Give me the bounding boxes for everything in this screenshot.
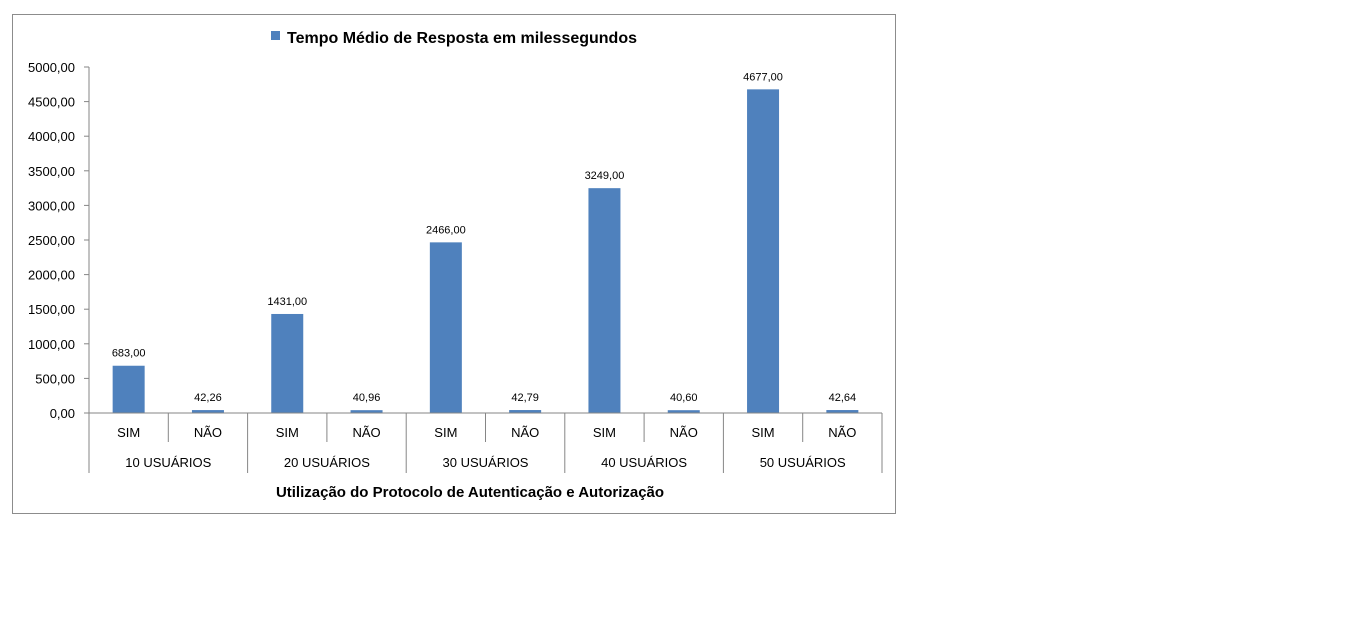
- x-tick-label: SIM: [434, 425, 457, 440]
- bar: [826, 410, 859, 413]
- x-tick-label: SIM: [751, 425, 774, 440]
- bar-chart: Tempo Médio de Resposta em milessegundos…: [28, 30, 883, 501]
- bar: [271, 313, 304, 413]
- y-tick-label: 5000,00: [28, 60, 75, 75]
- x-group-label: 30 USUÁRIOS: [443, 455, 529, 470]
- y-tick-label: 3500,00: [28, 164, 75, 179]
- legend-label: Tempo Médio de Resposta em milessegundos: [287, 30, 637, 47]
- data-label: 1431,00: [267, 296, 307, 308]
- bar: [429, 242, 462, 413]
- data-label: 4677,00: [743, 71, 783, 83]
- bar: [509, 410, 542, 413]
- data-label: 40,96: [353, 392, 381, 404]
- data-label: 40,60: [670, 392, 698, 404]
- bar: [191, 410, 224, 413]
- x-tick-label: SIM: [276, 425, 299, 440]
- x-tick-label: SIM: [593, 425, 616, 440]
- y-tick-label: 4500,00: [28, 95, 75, 110]
- x-group-label: 40 USUÁRIOS: [601, 455, 687, 470]
- x-axis: SIM NÃO SIM NÃO SIM NÃO SIM NÃO SIM NÃO 10 USUÁRIO…: [88, 412, 883, 473]
- data-label: 683,00: [112, 348, 146, 360]
- data-label: 2466,00: [426, 224, 466, 236]
- x-group-label: 50 USUÁRIOS: [760, 455, 846, 470]
- x-group-label: 10 USUÁRIOS: [125, 455, 211, 470]
- bar: [588, 188, 621, 413]
- bars: [112, 89, 859, 414]
- data-label: 42,26: [194, 392, 222, 404]
- bar: [747, 89, 780, 414]
- x-tick-label: NÃO: [511, 425, 539, 440]
- y-tick-label: 500,00: [35, 371, 75, 386]
- bar: [350, 410, 383, 413]
- x-group-label: 20 USUÁRIOS: [284, 455, 370, 470]
- data-labels: 683,00 42,26 1431,00 40,96 2466,00 42,79 3249,…: [112, 71, 856, 404]
- bar: [112, 365, 145, 413]
- y-axis: 0,00 500,00 1000,00 1500,00 2000,00 2500,00 30…: [28, 60, 90, 421]
- x-tick-label: NÃO: [828, 425, 856, 440]
- data-label: 42,64: [829, 392, 857, 404]
- bar: [667, 410, 700, 413]
- y-tick-label: 3000,00: [28, 198, 75, 213]
- x-tick-label: NÃO: [670, 425, 698, 440]
- y-tick-label: 4000,00: [28, 129, 75, 144]
- y-tick-label: 1000,00: [28, 337, 75, 352]
- chart-frame: Tempo Médio de Resposta em milessegundos…: [12, 14, 896, 514]
- data-label: 42,79: [511, 392, 539, 404]
- y-tick-label: 2500,00: [28, 233, 75, 248]
- data-label: 3249,00: [585, 170, 625, 182]
- y-tick-label: 2000,00: [28, 268, 75, 283]
- x-axis-title: Utilização do Protocolo de Autenticação …: [276, 484, 664, 501]
- y-tick-label: 1500,00: [28, 302, 75, 317]
- x-tick-label: SIM: [117, 425, 140, 440]
- x-tick-label: NÃO: [194, 425, 222, 440]
- legend-swatch: [271, 31, 280, 40]
- legend: Tempo Médio de Resposta em milessegundos: [271, 30, 637, 47]
- x-tick-label: NÃO: [352, 425, 380, 440]
- y-tick-label: 0,00: [50, 406, 75, 421]
